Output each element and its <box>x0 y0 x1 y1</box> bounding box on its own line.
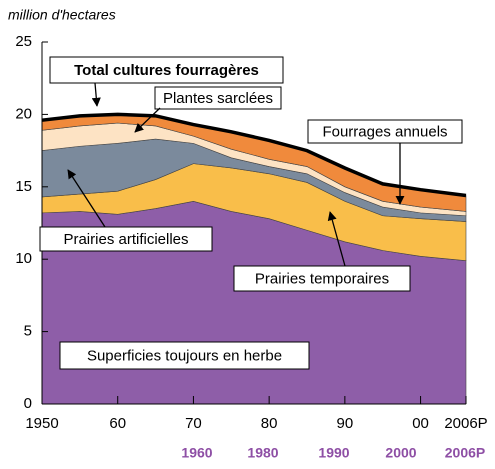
arrow <box>327 211 346 267</box>
bottom-label: 1990 <box>318 445 349 461</box>
x-tick-label: 1950 <box>25 415 58 432</box>
label-box <box>233 265 411 292</box>
label-box <box>154 86 282 110</box>
arrow <box>67 169 106 228</box>
annotation: Superficies toujours en herbe <box>87 347 282 364</box>
bottom-label: 2000 <box>385 445 416 461</box>
y-tick-label: 15 <box>15 178 32 195</box>
arrow <box>134 107 161 133</box>
y-tick-label: 20 <box>15 105 32 122</box>
y-tick-label: 25 <box>15 33 32 50</box>
x-tick-label: 80 <box>261 415 278 432</box>
x-tick-label: 2006P <box>444 415 487 432</box>
total-line <box>41 112 467 198</box>
label-box <box>59 341 310 370</box>
bottom-label: 1980 <box>247 445 278 461</box>
annotation: Plantes sarclées <box>163 90 273 107</box>
x-tick-label: 60 <box>109 415 126 432</box>
annotation: Prairies artificielles <box>63 231 188 248</box>
x-tick-label: 00 <box>412 415 429 432</box>
label-box <box>307 119 463 144</box>
label-box <box>49 56 284 84</box>
annotation: Total cultures fourragères <box>74 62 259 79</box>
y-tick-label: 10 <box>15 250 32 267</box>
arrow <box>91 82 101 107</box>
annotation: Prairies temporaires <box>255 270 389 287</box>
y-tick-label: 0 <box>24 395 32 412</box>
y-tick-label: 5 <box>24 323 32 340</box>
x-tick-label: 90 <box>337 415 354 432</box>
label-box <box>39 226 213 252</box>
bottom-label: 1960 <box>181 445 212 461</box>
annotation: Fourrages annuels <box>322 123 447 140</box>
y-axis-label: million d'hectares <box>8 7 116 23</box>
bottom-label: 2006P <box>445 445 485 461</box>
x-tick-label: 70 <box>185 415 202 432</box>
